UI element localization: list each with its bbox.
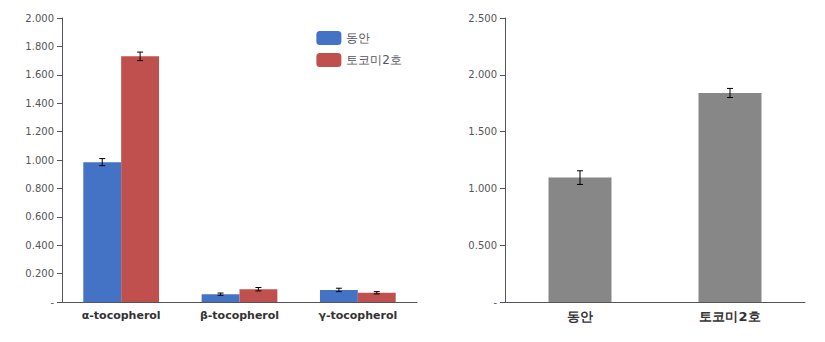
svg-text:1.000: 1.000: [25, 155, 54, 166]
svg-text:0.200: 0.200: [25, 268, 54, 279]
svg-text:0.400: 0.400: [25, 240, 54, 251]
svg-text:β-tocopherol: β-tocopherol: [200, 309, 279, 322]
svg-text:-: -: [493, 297, 497, 308]
svg-text:2.000: 2.000: [25, 13, 54, 24]
svg-text:γ-tocopherol: γ-tocopherol: [318, 309, 397, 322]
svg-text:1.200: 1.200: [25, 126, 54, 137]
svg-text:0.500: 0.500: [468, 240, 497, 251]
svg-text:α-tocopherol: α-tocopherol: [82, 309, 161, 322]
svg-text:동안: 동안: [567, 309, 593, 324]
svg-text:1.400: 1.400: [25, 98, 54, 109]
svg-text:2.500: 2.500: [468, 13, 497, 24]
svg-text:동안: 동안: [346, 31, 370, 45]
svg-text:1.600: 1.600: [25, 69, 54, 80]
svg-text:2.000: 2.000: [468, 69, 497, 80]
svg-text:1.000: 1.000: [468, 183, 497, 194]
svg-text:토코미2호: 토코미2호: [346, 53, 402, 67]
svg-text:1.800: 1.800: [25, 41, 54, 52]
svg-text:0.800: 0.800: [25, 183, 54, 194]
svg-text:1.500: 1.500: [468, 126, 497, 137]
svg-text:-: -: [50, 297, 54, 308]
svg-text:토코미2호: 토코미2호: [699, 309, 760, 324]
svg-text:0.600: 0.600: [25, 211, 54, 222]
